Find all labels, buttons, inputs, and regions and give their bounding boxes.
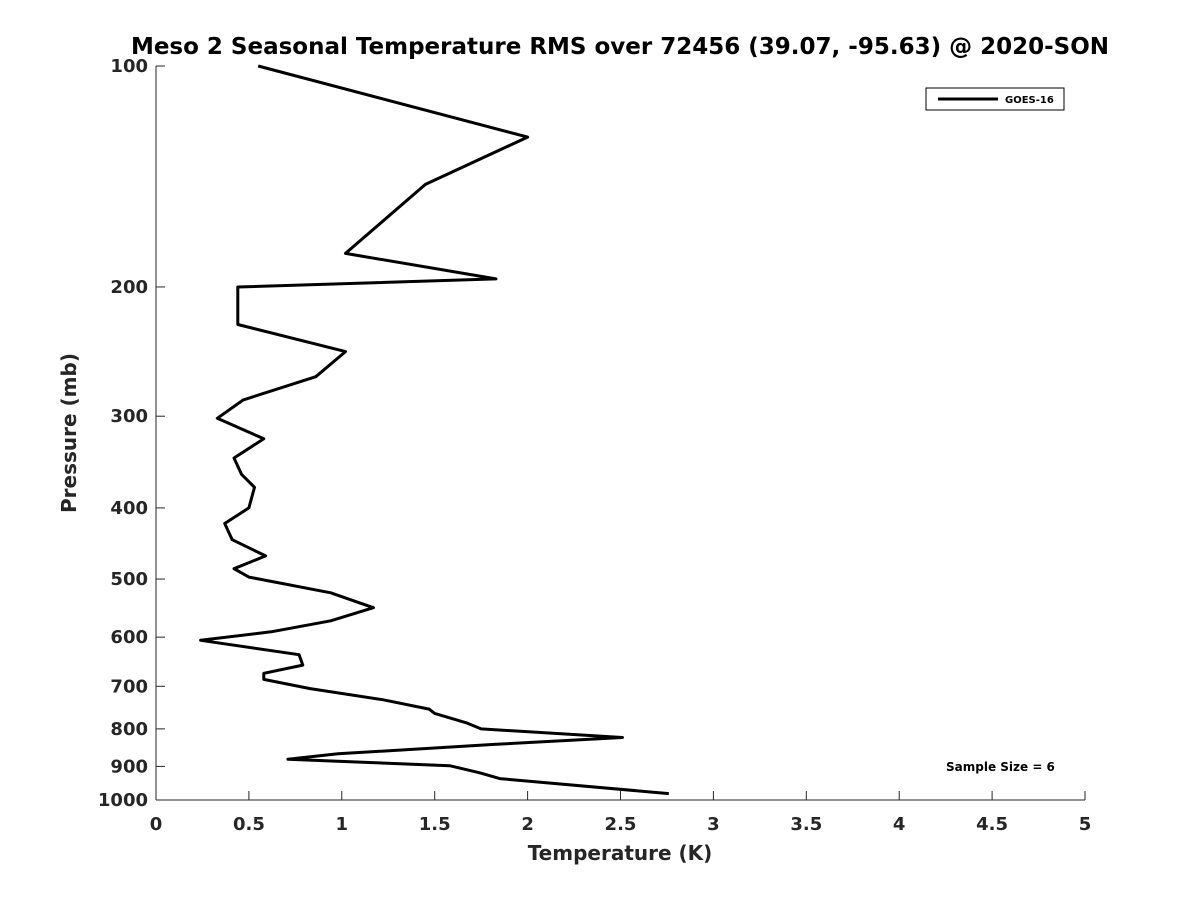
- x-tick-label: 2: [521, 814, 534, 835]
- y-tick-label: 100: [110, 56, 148, 77]
- x-tick-label: 1.5: [419, 814, 451, 835]
- y-tick-label: 300: [110, 406, 148, 427]
- y-tick-label: 1000: [98, 790, 148, 811]
- legend: GOES-16: [925, 87, 1065, 111]
- x-tick-label: 3: [707, 814, 720, 835]
- y-tick-label: 800: [110, 719, 148, 740]
- y-tick-label: 700: [110, 676, 148, 697]
- x-tick-label: 4: [893, 814, 906, 835]
- x-tick-label: 5: [1079, 814, 1092, 835]
- x-tick-label: 0.5: [233, 814, 265, 835]
- x-tick-label: 0: [150, 814, 163, 835]
- y-axis-label: Pressure (mb): [57, 353, 81, 513]
- y-tick-label: 900: [110, 756, 148, 777]
- legend-entry-goes-16: GOES-16: [1005, 95, 1054, 106]
- y-tick-label: 400: [110, 498, 148, 519]
- sample-size-annotation: Sample Size = 6: [946, 760, 1055, 774]
- y-tick-label: 600: [110, 627, 148, 648]
- x-tick-label: 1: [336, 814, 349, 835]
- x-axis-label: Temperature (K): [528, 841, 713, 865]
- y-tick-label: 200: [110, 277, 148, 298]
- x-tick-label: 4.5: [976, 814, 1008, 835]
- x-tick-label: 2.5: [605, 814, 637, 835]
- x-ticks: 0 0.5 1 1.5 2 2.5 3 3.5 4 4.5 5: [150, 791, 1092, 835]
- series-layer: [199, 64, 669, 796]
- series-line-goes-16: [199, 64, 669, 796]
- x-tick-label: 3.5: [790, 814, 822, 835]
- chart-title: Meso 2 Seasonal Temperature RMS over 724…: [131, 34, 1109, 60]
- y-ticks: 100 200 300 400 500 600 700 800 900 1000: [98, 56, 165, 811]
- y-tick-label: 500: [110, 569, 148, 590]
